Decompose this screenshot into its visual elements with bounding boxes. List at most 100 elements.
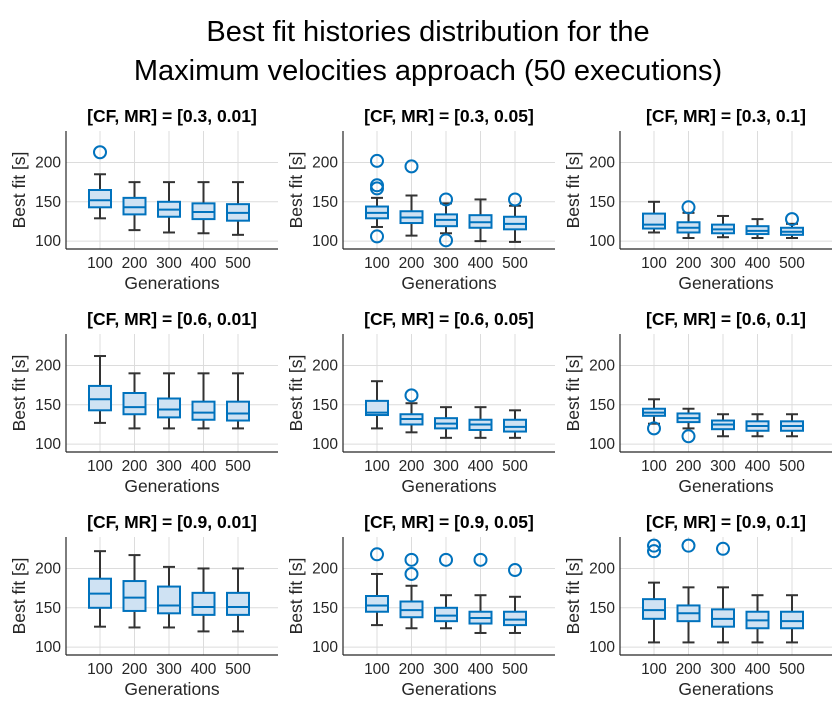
outlier-point [681, 538, 696, 553]
outlier-point [93, 145, 107, 160]
y-tick-label-0: 100 [589, 639, 615, 656]
subplot-1: 100 150 200 100 200 300 400 500 [CF, MR] = [0.3,… [9, 106, 278, 293]
x-axis-label: Generations [678, 273, 774, 293]
x-tick-label-4: 500 [779, 661, 805, 678]
subplot-title: [CF, MR] = [0.9, 0.05] [364, 512, 534, 532]
box-iqr [88, 189, 112, 209]
x-tick-label-4: 500 [225, 458, 251, 475]
box-iqr [503, 418, 527, 433]
box-iqr [122, 392, 147, 416]
subplot-grid: 100 150 200 100 200 300 400 500 [CF, MR] = [0.3,… [9, 106, 832, 699]
x-tick-label-0: 100 [87, 255, 113, 272]
y-axis-label: Best fit [s] [9, 558, 29, 635]
y-tick-label-1: 150 [589, 194, 615, 211]
x-tick-label-3: 400 [745, 661, 771, 678]
x-tick-label-4: 500 [502, 661, 528, 678]
y-axis-label: Best fit [s] [563, 355, 583, 432]
x-tick-label-3: 400 [468, 458, 494, 475]
y-tick-label-2: 200 [589, 560, 615, 577]
box-400 [468, 406, 493, 439]
box-500 [503, 192, 527, 243]
x-axis-label: Generations [124, 273, 220, 293]
subplot-title: [CF, MR] = [0.9, 0.01] [87, 512, 257, 532]
x-tick-label-1: 200 [676, 458, 702, 475]
y-tick-label-0: 100 [589, 436, 615, 453]
y-axis-label: Best fit [s] [286, 152, 306, 229]
x-tick-label-3: 400 [191, 661, 217, 678]
subplot-7: 100 150 200 100 200 300 400 500 [CF, MR] = [0.9,… [9, 512, 278, 699]
subplot-8: 100 150 200 100 200 300 400 500 [CF, MR] = [0.9,… [286, 512, 555, 699]
box-300 [711, 541, 735, 644]
x-tick-label-1: 200 [122, 255, 148, 272]
box-iqr [226, 591, 250, 616]
x-tick-label-1: 200 [122, 661, 148, 678]
box-500 [780, 212, 804, 239]
y-tick-label-1: 150 [589, 397, 615, 414]
box-300 [157, 372, 181, 430]
x-tick-label-0: 100 [87, 458, 113, 475]
box-iqr [122, 580, 147, 612]
y-tick-label-2: 200 [589, 357, 615, 374]
y-tick-label-0: 100 [35, 436, 61, 453]
x-tick-label-4: 500 [225, 255, 251, 272]
box-100 [88, 550, 112, 628]
x-tick-label-1: 200 [399, 255, 425, 272]
outlier-point [647, 544, 661, 559]
box-200 [122, 181, 147, 232]
box-400 [191, 567, 216, 633]
box-500 [226, 372, 250, 430]
box-500 [503, 409, 527, 439]
box-400 [745, 218, 770, 239]
box-300 [434, 406, 458, 439]
outlier-point [681, 429, 696, 444]
x-tick-label-4: 500 [779, 255, 805, 272]
x-tick-label-1: 200 [399, 661, 425, 678]
box-iqr [780, 610, 804, 630]
figure-title-line-1: Best fit histories distribution for the [206, 16, 649, 48]
box-400 [468, 552, 493, 634]
y-tick-label-1: 150 [35, 600, 61, 617]
y-tick-label-1: 150 [35, 194, 61, 211]
x-tick-label-0: 100 [641, 661, 667, 678]
x-tick-label-2: 300 [433, 661, 459, 678]
box-300 [711, 413, 735, 438]
box-500 [780, 594, 804, 644]
x-tick-label-1: 200 [399, 458, 425, 475]
subplot-title: [CF, MR] = [0.9, 0.1] [646, 512, 806, 532]
y-tick-label-1: 150 [312, 397, 338, 414]
subplot-4: 100 150 200 100 200 300 400 500 [CF, MR] = [0.6,… [9, 309, 278, 496]
box-iqr [642, 212, 666, 230]
outlier-point [647, 421, 661, 436]
subplot-title: [CF, MR] = [0.3, 0.01] [87, 106, 257, 126]
outlier-point [404, 388, 419, 403]
box-400 [745, 413, 770, 438]
y-tick-label-2: 200 [35, 560, 61, 577]
box-400 [468, 198, 493, 243]
y-tick-label-2: 200 [312, 154, 338, 171]
x-tick-label-3: 400 [468, 661, 494, 678]
y-tick-label-2: 200 [312, 357, 338, 374]
x-tick-label-1: 200 [122, 458, 148, 475]
y-tick-label-0: 100 [589, 233, 615, 250]
box-400 [191, 372, 216, 430]
outlier-point [404, 566, 419, 581]
box-100 [365, 380, 389, 430]
y-axis-label: Best fit [s] [9, 152, 29, 229]
outlier-point [439, 233, 453, 248]
box-200 [676, 538, 701, 644]
box-200 [676, 407, 701, 444]
box-300 [157, 181, 181, 234]
x-axis-label: Generations [401, 476, 497, 496]
outlier-point [370, 229, 384, 244]
box-iqr [503, 610, 527, 627]
x-axis-label: Generations [401, 273, 497, 293]
box-iqr [88, 384, 112, 412]
x-tick-label-4: 500 [502, 458, 528, 475]
x-tick-label-3: 400 [468, 255, 494, 272]
box-200 [676, 200, 701, 239]
subplot-title: [CF, MR] = [0.6, 0.05] [364, 309, 534, 329]
box-iqr [122, 196, 147, 216]
box-100 [642, 538, 666, 644]
box-300 [434, 192, 458, 248]
